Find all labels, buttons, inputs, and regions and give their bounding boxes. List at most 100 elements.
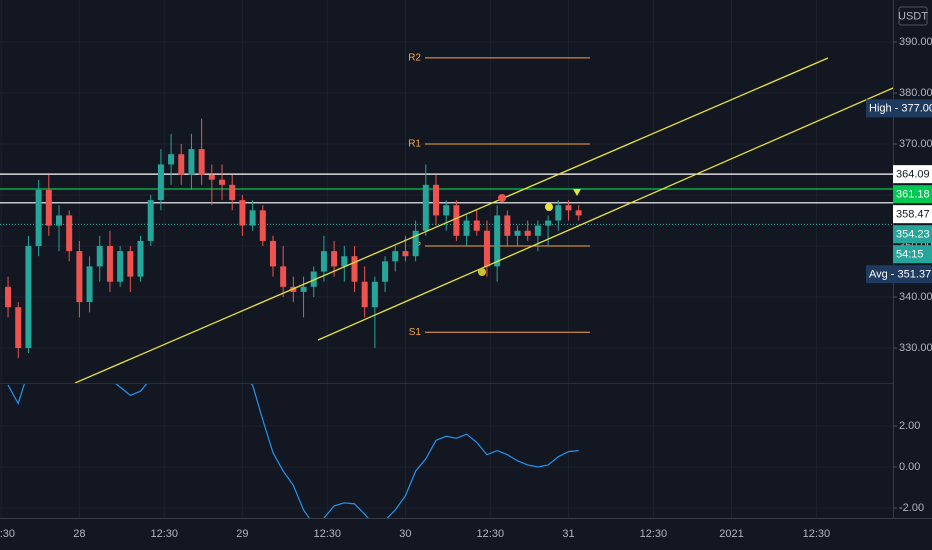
price-label: 364.09 — [893, 165, 932, 184]
x-tick-label: 12:30 — [0, 528, 15, 540]
y-tick-label: 340.00 — [899, 291, 932, 303]
candle-body — [402, 251, 409, 257]
candle-body — [45, 189, 52, 226]
y-tick-label: 380.00 — [899, 87, 932, 99]
candle-body — [565, 205, 572, 211]
candle-body — [300, 286, 307, 292]
candle-body — [371, 281, 378, 308]
y-tick-label: 0.00 — [899, 461, 920, 473]
candle-body — [453, 205, 460, 236]
candle-body — [25, 246, 32, 349]
candle-body — [249, 210, 256, 226]
candle-body — [392, 251, 399, 262]
y-tick-label: 2.00 — [899, 420, 920, 432]
candle-body — [504, 215, 511, 236]
y-tick-label: -2.00 — [899, 502, 924, 514]
candle-body — [341, 256, 348, 267]
x-tick-label: 2021 — [719, 528, 743, 540]
candle-body — [117, 251, 124, 282]
candle-body — [219, 179, 226, 185]
pivot-label: R1 — [408, 139, 421, 150]
candle-body — [15, 307, 22, 349]
candle-body — [473, 220, 480, 231]
price-label: 354.23 — [893, 225, 932, 244]
price-pane: R2R1PS1 — [0, 52, 893, 359]
signal-dot — [545, 203, 553, 211]
label-box — [866, 265, 932, 284]
candle-body — [5, 286, 12, 308]
label-text: 354.23 — [896, 229, 930, 241]
candle-body — [208, 174, 215, 180]
x-tick-label: 12:30 — [477, 528, 505, 540]
candle-body — [198, 149, 205, 175]
candle-body — [412, 230, 419, 257]
candle-body — [483, 230, 490, 267]
trend-line — [74, 57, 829, 383]
candle-body — [331, 251, 338, 267]
label-box — [893, 205, 932, 224]
x-tick-label: 12:30 — [150, 528, 178, 540]
candle-body — [534, 225, 541, 236]
grid — [0, 0, 893, 518]
label-box — [893, 165, 932, 184]
candle-body — [168, 154, 175, 165]
candle-body — [494, 215, 501, 267]
x-tick-label: 31 — [562, 528, 574, 540]
candle-body — [351, 256, 358, 282]
y-tick-label: 330.00 — [899, 342, 932, 354]
label-text: 54:15 — [896, 249, 924, 261]
stat-label: High - 377.00 — [866, 99, 932, 118]
label-box — [893, 185, 932, 204]
candle-body — [575, 210, 582, 216]
signal-triangle — [573, 189, 581, 196]
y-tick-label: 370.00 — [899, 138, 932, 150]
candle-body — [229, 184, 236, 201]
price-label: 358.47 — [893, 205, 932, 224]
label-text: High - 377.00 — [869, 103, 932, 115]
candle-body — [127, 251, 134, 277]
x-tick-label: 12:30 — [640, 528, 668, 540]
candle-body — [361, 281, 368, 308]
signal-dot — [478, 268, 486, 276]
indicator-pane — [7, 384, 579, 518]
axes: USDT 12:30 28 12:30 29 12:30 30 12:30 31 12:30 20… — [0, 6, 932, 540]
candle-body — [137, 240, 144, 277]
candle-body — [35, 189, 42, 247]
pivot-label: R2 — [408, 52, 421, 63]
candle-body — [422, 184, 429, 231]
label-box — [893, 245, 932, 264]
candle-body — [463, 220, 470, 236]
pivot-label: S1 — [409, 327, 422, 338]
price-label: 54:15 — [893, 245, 932, 264]
candle-body — [157, 164, 164, 201]
indicator-line — [7, 384, 579, 518]
label-box — [866, 99, 932, 118]
trend-line — [317, 87, 893, 341]
candle-body — [545, 220, 552, 226]
candle-body — [320, 251, 327, 272]
signal-dot — [498, 194, 506, 202]
candle-body — [76, 251, 83, 303]
candle-body — [433, 184, 440, 216]
label-text: 364.09 — [896, 169, 930, 181]
currency-box — [898, 6, 928, 26]
candle-body — [96, 246, 103, 267]
candle-body — [106, 246, 113, 282]
candle-body — [514, 230, 521, 236]
x-tick-label: 30 — [399, 528, 411, 540]
candle-body — [269, 240, 276, 267]
candle-body — [259, 210, 266, 241]
candle-body — [86, 266, 93, 303]
drawings — [74, 57, 893, 383]
price-label: 361.18 — [893, 185, 932, 204]
candle-body — [310, 271, 317, 287]
currency: USDT — [898, 10, 928, 22]
label-text: 358.47 — [896, 209, 930, 221]
candle-body — [66, 215, 73, 252]
x-tick-label: 29 — [236, 528, 248, 540]
candle-body — [280, 266, 287, 287]
label-box — [893, 225, 932, 244]
y-tick-label: 390.00 — [899, 36, 932, 48]
candle-body — [188, 149, 195, 175]
